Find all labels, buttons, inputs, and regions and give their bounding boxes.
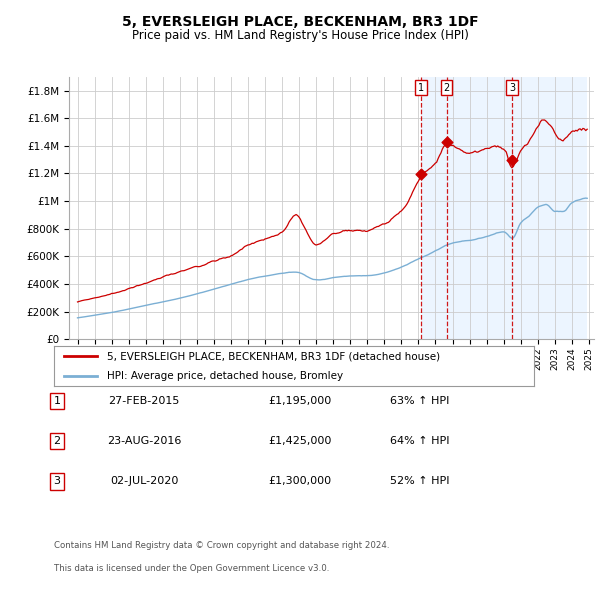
Text: 63% ↑ HPI: 63% ↑ HPI (391, 396, 449, 406)
Text: 64% ↑ HPI: 64% ↑ HPI (390, 437, 450, 446)
Text: HPI: Average price, detached house, Bromley: HPI: Average price, detached house, Brom… (107, 372, 343, 381)
Text: £1,195,000: £1,195,000 (268, 396, 332, 406)
Text: 3: 3 (509, 83, 515, 93)
Bar (512, 77, 587, 339)
Bar (421, 77, 446, 339)
Text: £1,300,000: £1,300,000 (268, 477, 332, 486)
Text: 3: 3 (53, 477, 61, 486)
Text: Contains HM Land Registry data © Crown copyright and database right 2024.: Contains HM Land Registry data © Crown c… (54, 541, 389, 550)
Point (508, 155, 517, 165)
Text: £1,425,000: £1,425,000 (268, 437, 332, 446)
Text: 27-FEB-2015: 27-FEB-2015 (109, 396, 179, 406)
Text: 52% ↑ HPI: 52% ↑ HPI (390, 477, 450, 486)
Point (442, 137, 451, 147)
Text: This data is licensed under the Open Government Licence v3.0.: This data is licensed under the Open Gov… (54, 565, 329, 573)
Point (416, 169, 426, 179)
Text: 1: 1 (418, 83, 424, 93)
Text: 1: 1 (53, 396, 61, 406)
Text: 2: 2 (53, 437, 61, 446)
Bar (446, 77, 512, 339)
Text: 5, EVERSLEIGH PLACE, BECKENHAM, BR3 1DF: 5, EVERSLEIGH PLACE, BECKENHAM, BR3 1DF (122, 15, 478, 29)
Text: 5, EVERSLEIGH PLACE, BECKENHAM, BR3 1DF (detached house): 5, EVERSLEIGH PLACE, BECKENHAM, BR3 1DF … (107, 352, 440, 361)
Text: 02-JUL-2020: 02-JUL-2020 (110, 477, 178, 486)
Text: 23-AUG-2016: 23-AUG-2016 (107, 437, 181, 446)
Text: Price paid vs. HM Land Registry's House Price Index (HPI): Price paid vs. HM Land Registry's House … (131, 30, 469, 42)
Text: 2: 2 (443, 83, 449, 93)
